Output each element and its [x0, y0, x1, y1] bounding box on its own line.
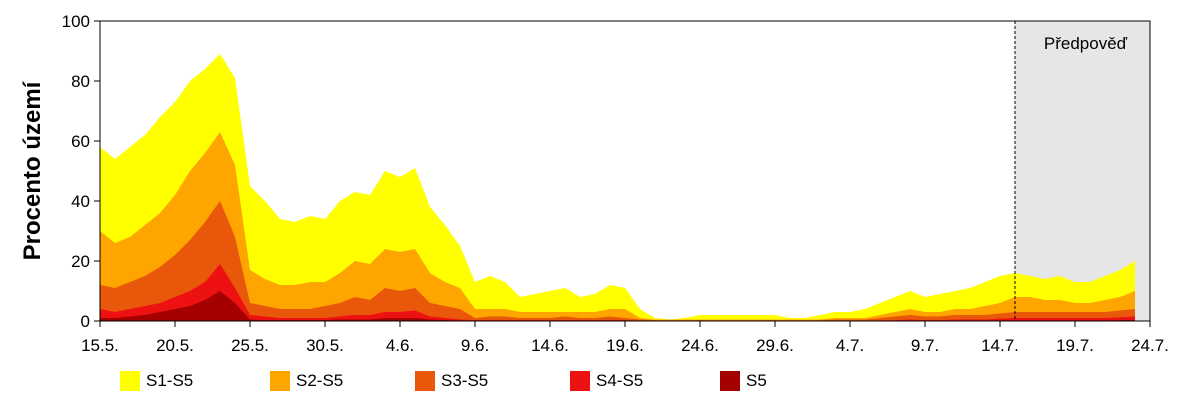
y-tick-label: 40: [71, 192, 90, 211]
legend-item-s1-s5: S1-S5: [120, 368, 193, 394]
x-tick-label: 9.6.: [461, 336, 489, 355]
legend-label: S3-S5: [441, 371, 489, 390]
legend-label: S4-S5: [596, 371, 644, 390]
x-tick-label: 19.7.: [1056, 336, 1094, 355]
area-series-s5: [100, 291, 1135, 321]
legend-item-s3-s5: S3-S5: [415, 368, 488, 394]
x-tick-label: 4.6.: [386, 336, 414, 355]
area-series-s1-s5: [100, 54, 1135, 321]
x-tick-label: 20.5.: [156, 336, 194, 355]
x-tick-label: 14.6.: [531, 336, 569, 355]
legend-label: S2-S5: [296, 371, 344, 390]
y-axis-label: Procento území: [19, 80, 46, 260]
legend-label: S5: [746, 371, 767, 390]
x-tick-label: 29.6.: [756, 336, 794, 355]
y-tick-label: 80: [71, 72, 90, 91]
area-series-s2-s5: [100, 132, 1135, 321]
legend-swatch: [720, 371, 740, 391]
forecast-label: Předpověď: [1044, 34, 1128, 53]
legend-swatch: [570, 371, 590, 391]
y-tick-label: 20: [71, 252, 90, 271]
legend-swatch: [415, 371, 435, 391]
x-tick-label: 25.5.: [231, 336, 269, 355]
legend-swatch: [120, 371, 140, 391]
x-tick-label: 15.5.: [81, 336, 119, 355]
x-tick-label: 30.5.: [306, 336, 344, 355]
legend: S1-S5 S2-S5 S3-S5 S4-S5 S5: [120, 368, 820, 394]
x-tick-label: 24.6.: [681, 336, 719, 355]
legend-item-s5: S5: [720, 368, 767, 394]
y-tick-label: 60: [71, 132, 90, 151]
x-tick-label: 14.7.: [981, 336, 1019, 355]
y-tick-label: 0: [81, 312, 90, 331]
legend-swatch: [270, 371, 290, 391]
y-tick-label: 100: [62, 12, 90, 31]
legend-label: S1-S5: [146, 371, 194, 390]
x-tick-label: 9.7.: [911, 336, 939, 355]
x-tick-label: 4.7.: [836, 336, 864, 355]
x-tick-label: 19.6.: [606, 336, 644, 355]
legend-item-s4-s5: S4-S5: [570, 368, 643, 394]
x-tick-label: 24.7.: [1131, 336, 1169, 355]
legend-item-s2-s5: S2-S5: [270, 368, 343, 394]
